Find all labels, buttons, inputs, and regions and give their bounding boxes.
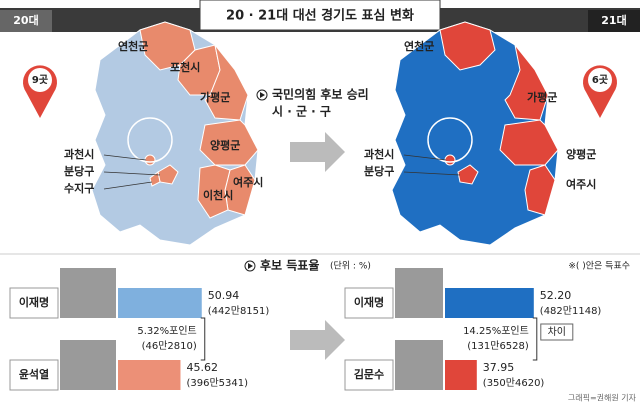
legend-icon <box>260 92 265 98</box>
vote-count: (350만4620) <box>483 377 545 389</box>
note: ※( )안은 득표수 <box>568 261 630 272</box>
gap-votes: (46만2810) <box>142 340 197 352</box>
bar <box>118 360 181 390</box>
value-label: 50.94 <box>208 289 240 302</box>
candidate-name: 이재명 <box>354 295 384 309</box>
region-label: 양평군 <box>566 147 596 161</box>
gap-bracket <box>200 317 206 361</box>
name-box <box>9 359 59 391</box>
region-label: 여주시 <box>233 175 263 189</box>
value-label: 52.20 <box>540 289 572 302</box>
tag-bg <box>588 10 640 32</box>
vote-count: (442만8151) <box>208 305 270 317</box>
name-box <box>344 359 394 391</box>
region-label: 가평군 <box>527 90 557 104</box>
right-tag: 21대 <box>601 13 626 27</box>
gap-tag-box <box>540 323 574 341</box>
section-icon <box>248 263 253 269</box>
gap-bracket <box>532 317 538 361</box>
legend-text: 국민의힘 후보 승리 <box>272 87 369 102</box>
photo <box>60 340 116 390</box>
legend-icon <box>256 89 268 101</box>
title: 20 · 21대 대선 경기도 표심 변화 <box>226 8 414 24</box>
vote-count: (482만1148) <box>540 305 602 317</box>
region-label: 과천시 <box>364 147 394 161</box>
gap-label: 14.25%포인트 <box>463 325 529 337</box>
value-label: 45.62 <box>186 361 218 374</box>
region-label: 여주시 <box>566 177 596 191</box>
region-label: 수지구 <box>64 181 94 195</box>
region-label: 분당구 <box>64 164 94 178</box>
name-box <box>9 287 59 319</box>
section-title: 후보 득표율 <box>260 258 319 273</box>
left-tag: 20대 <box>13 13 38 27</box>
bar <box>118 288 202 318</box>
name-box <box>344 287 394 319</box>
region-label: 과천시 <box>64 147 94 161</box>
region-label: 양평군 <box>210 138 240 152</box>
tag-bg <box>0 10 52 32</box>
gap-tag: 차이 <box>548 326 566 338</box>
pin-label: 9곳 <box>32 74 48 86</box>
bar <box>445 360 477 390</box>
region-label: 분당구 <box>364 164 394 178</box>
bar <box>445 288 534 318</box>
region-label: 연천군 <box>404 39 434 53</box>
gap-votes: (131만6528) <box>467 340 529 352</box>
candidate-name: 이재명 <box>19 295 49 309</box>
arrow <box>290 132 345 172</box>
left-map <box>91 21 259 246</box>
region-label: 이천시 <box>203 188 233 202</box>
photo <box>395 268 443 318</box>
photo <box>395 340 443 390</box>
credit: 그래픽=권해원 기자 <box>568 393 637 403</box>
title-box <box>199 0 441 31</box>
gap-label: 5.32%포인트 <box>137 325 196 337</box>
legend-text: 시 · 군 · 구 <box>272 105 331 119</box>
right-map <box>391 21 559 246</box>
region-label: 포천시 <box>170 60 200 74</box>
pin-label: 6곳 <box>592 74 608 86</box>
candidate-name: 김문수 <box>354 368 384 381</box>
region-label: 연천군 <box>118 39 148 53</box>
pin <box>22 65 617 118</box>
region-label: 가평군 <box>200 90 230 104</box>
value-label: 37.95 <box>483 361 515 374</box>
section-icon <box>244 260 256 272</box>
unit: (단위 : %) <box>330 261 371 272</box>
candidate-name: 윤석열 <box>19 367 49 381</box>
vote-count: (396만5341) <box>186 377 248 389</box>
photo <box>60 268 116 318</box>
arrow <box>290 320 345 360</box>
